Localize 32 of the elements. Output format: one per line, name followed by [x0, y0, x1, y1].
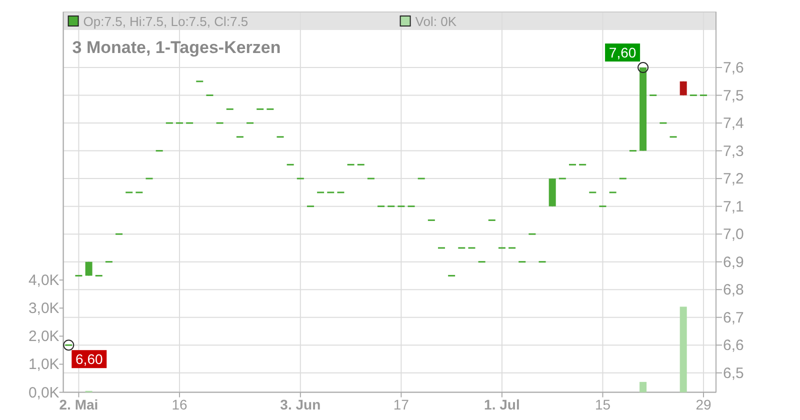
- legend-label: Vol: 0K: [415, 14, 457, 29]
- bar: [640, 382, 647, 392]
- y-tick-label: 7,0: [723, 226, 744, 244]
- y-tick-label: 7,4: [723, 115, 744, 132]
- x-tick-label: 17: [393, 396, 410, 412]
- y-tick-label: 7,1: [723, 198, 744, 216]
- bar: [680, 306, 687, 392]
- annotation: 6,60: [76, 351, 103, 368]
- y-tick-label: 6,8: [723, 282, 744, 299]
- y-tick-label: 7,5: [723, 87, 744, 104]
- y-tick-label: 7,6: [723, 60, 744, 77]
- y-tick-label: 6,5: [723, 364, 744, 382]
- y2-tick-label: 4,0K: [28, 272, 60, 290]
- x-tick-label: 3. Jun: [280, 396, 321, 412]
- annotation: 7,60: [608, 44, 636, 61]
- candlestick: [680, 80, 687, 96]
- y-tick-label: 7,2: [723, 170, 744, 188]
- y2-tick-label: 1,0K: [28, 356, 60, 374]
- x-tick-label: 1. Jul: [484, 396, 520, 412]
- y-tick-label: 6,9: [723, 254, 744, 271]
- y2-tick-label: 3,0K: [28, 300, 60, 318]
- x-tick-label: 2. Mai: [59, 396, 98, 412]
- x-tick-label: 16: [172, 396, 188, 412]
- y-tick-label: 6,7: [723, 309, 744, 326]
- legend-label: Op:7.5, Hi:7.5, Lo:7.5, Cl:7.5: [83, 14, 248, 29]
- x-tick-label: 29: [696, 396, 712, 412]
- y2-tick-label: 0,0K: [28, 384, 60, 402]
- y-tick-label: 6,6: [723, 337, 744, 354]
- text: 3 Monate, 1-Tages-Kerzen: [72, 38, 281, 57]
- y2-tick-label: 2,0K: [28, 328, 60, 346]
- x-tick-label: 15: [594, 396, 611, 412]
- y-tick-label: 7,3: [723, 142, 744, 160]
